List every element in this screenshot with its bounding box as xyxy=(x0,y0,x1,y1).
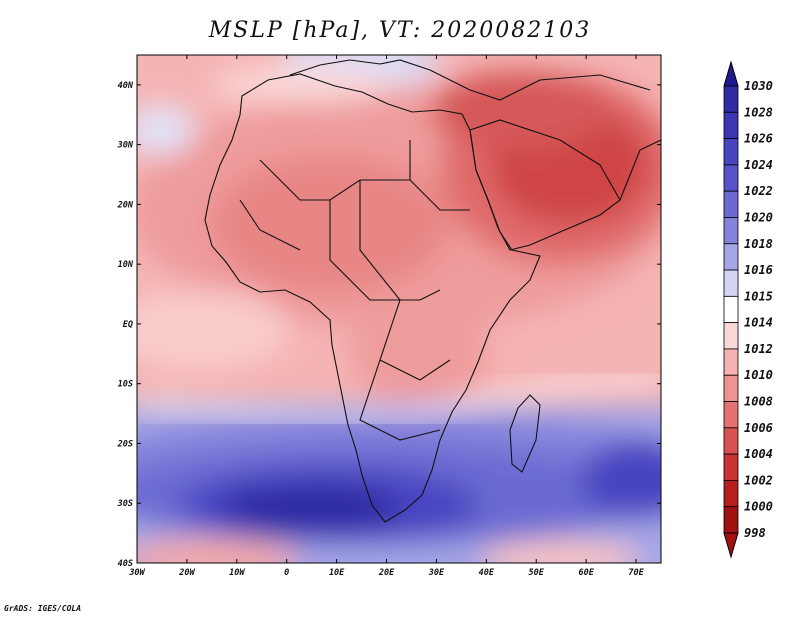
border-line xyxy=(239,140,470,441)
lon-tick-label: 0 xyxy=(284,568,289,578)
colorbar-label: 1015 xyxy=(744,289,773,303)
colorbar-label: 1012 xyxy=(744,342,773,356)
colorbar-segment xyxy=(723,506,739,534)
lon-tick-label: 50E xyxy=(529,568,545,578)
colorbar-segment xyxy=(723,138,739,166)
europe-coastline xyxy=(289,59,651,101)
colorbar-label: 1002 xyxy=(744,473,773,487)
lon-tick-label: 40E xyxy=(479,568,495,578)
lon-tick-label: 10W xyxy=(229,568,245,578)
grads-credit: GrADS: IGES/COLA xyxy=(4,604,82,613)
colorbar-label: 1008 xyxy=(744,395,773,409)
madagascar-coastline xyxy=(509,394,541,473)
lat-tick-label: 10S xyxy=(118,380,133,390)
lon-tick-label: 60E xyxy=(578,568,594,578)
colorbar-bottom-arrow xyxy=(723,532,739,559)
colorbar-segment xyxy=(723,217,739,245)
lat-tick-label: 40N xyxy=(118,81,134,91)
colorbar-segment xyxy=(723,453,739,481)
colorbar-segment xyxy=(723,85,739,113)
lon-tick-label: 30E xyxy=(428,568,445,578)
colorbar-label: 1022 xyxy=(744,184,773,198)
lat-tick-label: 20S xyxy=(117,439,133,449)
colorbar-label: 1030 xyxy=(744,79,773,93)
lon-tick-label: 30W xyxy=(128,568,145,578)
latitude-tick-labels: 40N 30N 20N 10N EQ 10S 20S 30S 40S xyxy=(117,81,661,569)
colorbar-label: 1018 xyxy=(744,237,773,251)
colorbar-segment xyxy=(723,243,739,271)
colorbar: 1030 1028 1026 1024 1022 1020 1018 1016 1015 1014… xyxy=(723,60,773,559)
africa-coastline xyxy=(204,73,541,523)
lon-tick-label: 20W xyxy=(178,568,195,578)
colorbar-segment xyxy=(723,480,739,508)
lat-tick-label: EQ xyxy=(123,320,133,330)
colorbar-label: 998 xyxy=(744,526,766,540)
lon-tick-label: 70E xyxy=(628,568,644,578)
colorbar-label: 1016 xyxy=(744,263,773,277)
lon-tick-label: 10E xyxy=(329,568,345,578)
colorbar-label: 1006 xyxy=(744,421,773,435)
colorbar-label: 1028 xyxy=(744,105,773,119)
colorbar-label: 1020 xyxy=(744,210,773,224)
colorbar-segment xyxy=(723,348,739,376)
lon-tick-label: 20E xyxy=(378,568,395,578)
colorbar-segment xyxy=(723,190,739,218)
colorbar-label: 1026 xyxy=(744,132,773,146)
map-title: MSLP [hPa], VT: 2020082103 xyxy=(208,18,592,43)
colorbar-segment xyxy=(723,269,739,297)
coastlines xyxy=(204,59,661,523)
lat-tick-label: 10N xyxy=(118,260,134,270)
colorbar-segment xyxy=(723,427,739,455)
lat-tick-label: 40S xyxy=(118,559,133,569)
colorbar-label: 1010 xyxy=(744,368,773,382)
lat-tick-label: 30N xyxy=(117,141,134,151)
colorbar-segment xyxy=(723,164,739,192)
longitude-tick-labels: 30W 20W 10W 0 10E 20E 30E 40E 50E 60E 70E xyxy=(128,55,645,578)
arabia-coastline xyxy=(469,119,621,251)
colorbar-label: 1004 xyxy=(744,447,773,461)
colorbar-segment xyxy=(723,322,739,350)
map-frame xyxy=(136,54,662,564)
asia-coastline xyxy=(619,139,661,201)
colorbar-segment xyxy=(723,111,739,139)
colorbar-label: 1024 xyxy=(744,158,773,172)
colorbar-label: 1014 xyxy=(744,316,773,330)
colorbar-label: 1000 xyxy=(744,500,773,514)
colorbar-segment xyxy=(723,295,739,324)
pressure-field xyxy=(137,55,661,563)
colorbar-segment xyxy=(723,374,739,402)
lat-tick-label: 30S xyxy=(117,499,133,509)
colorbar-top-arrow xyxy=(723,60,739,87)
lat-tick-label: 20N xyxy=(117,200,134,210)
colorbar-segment xyxy=(723,401,739,429)
